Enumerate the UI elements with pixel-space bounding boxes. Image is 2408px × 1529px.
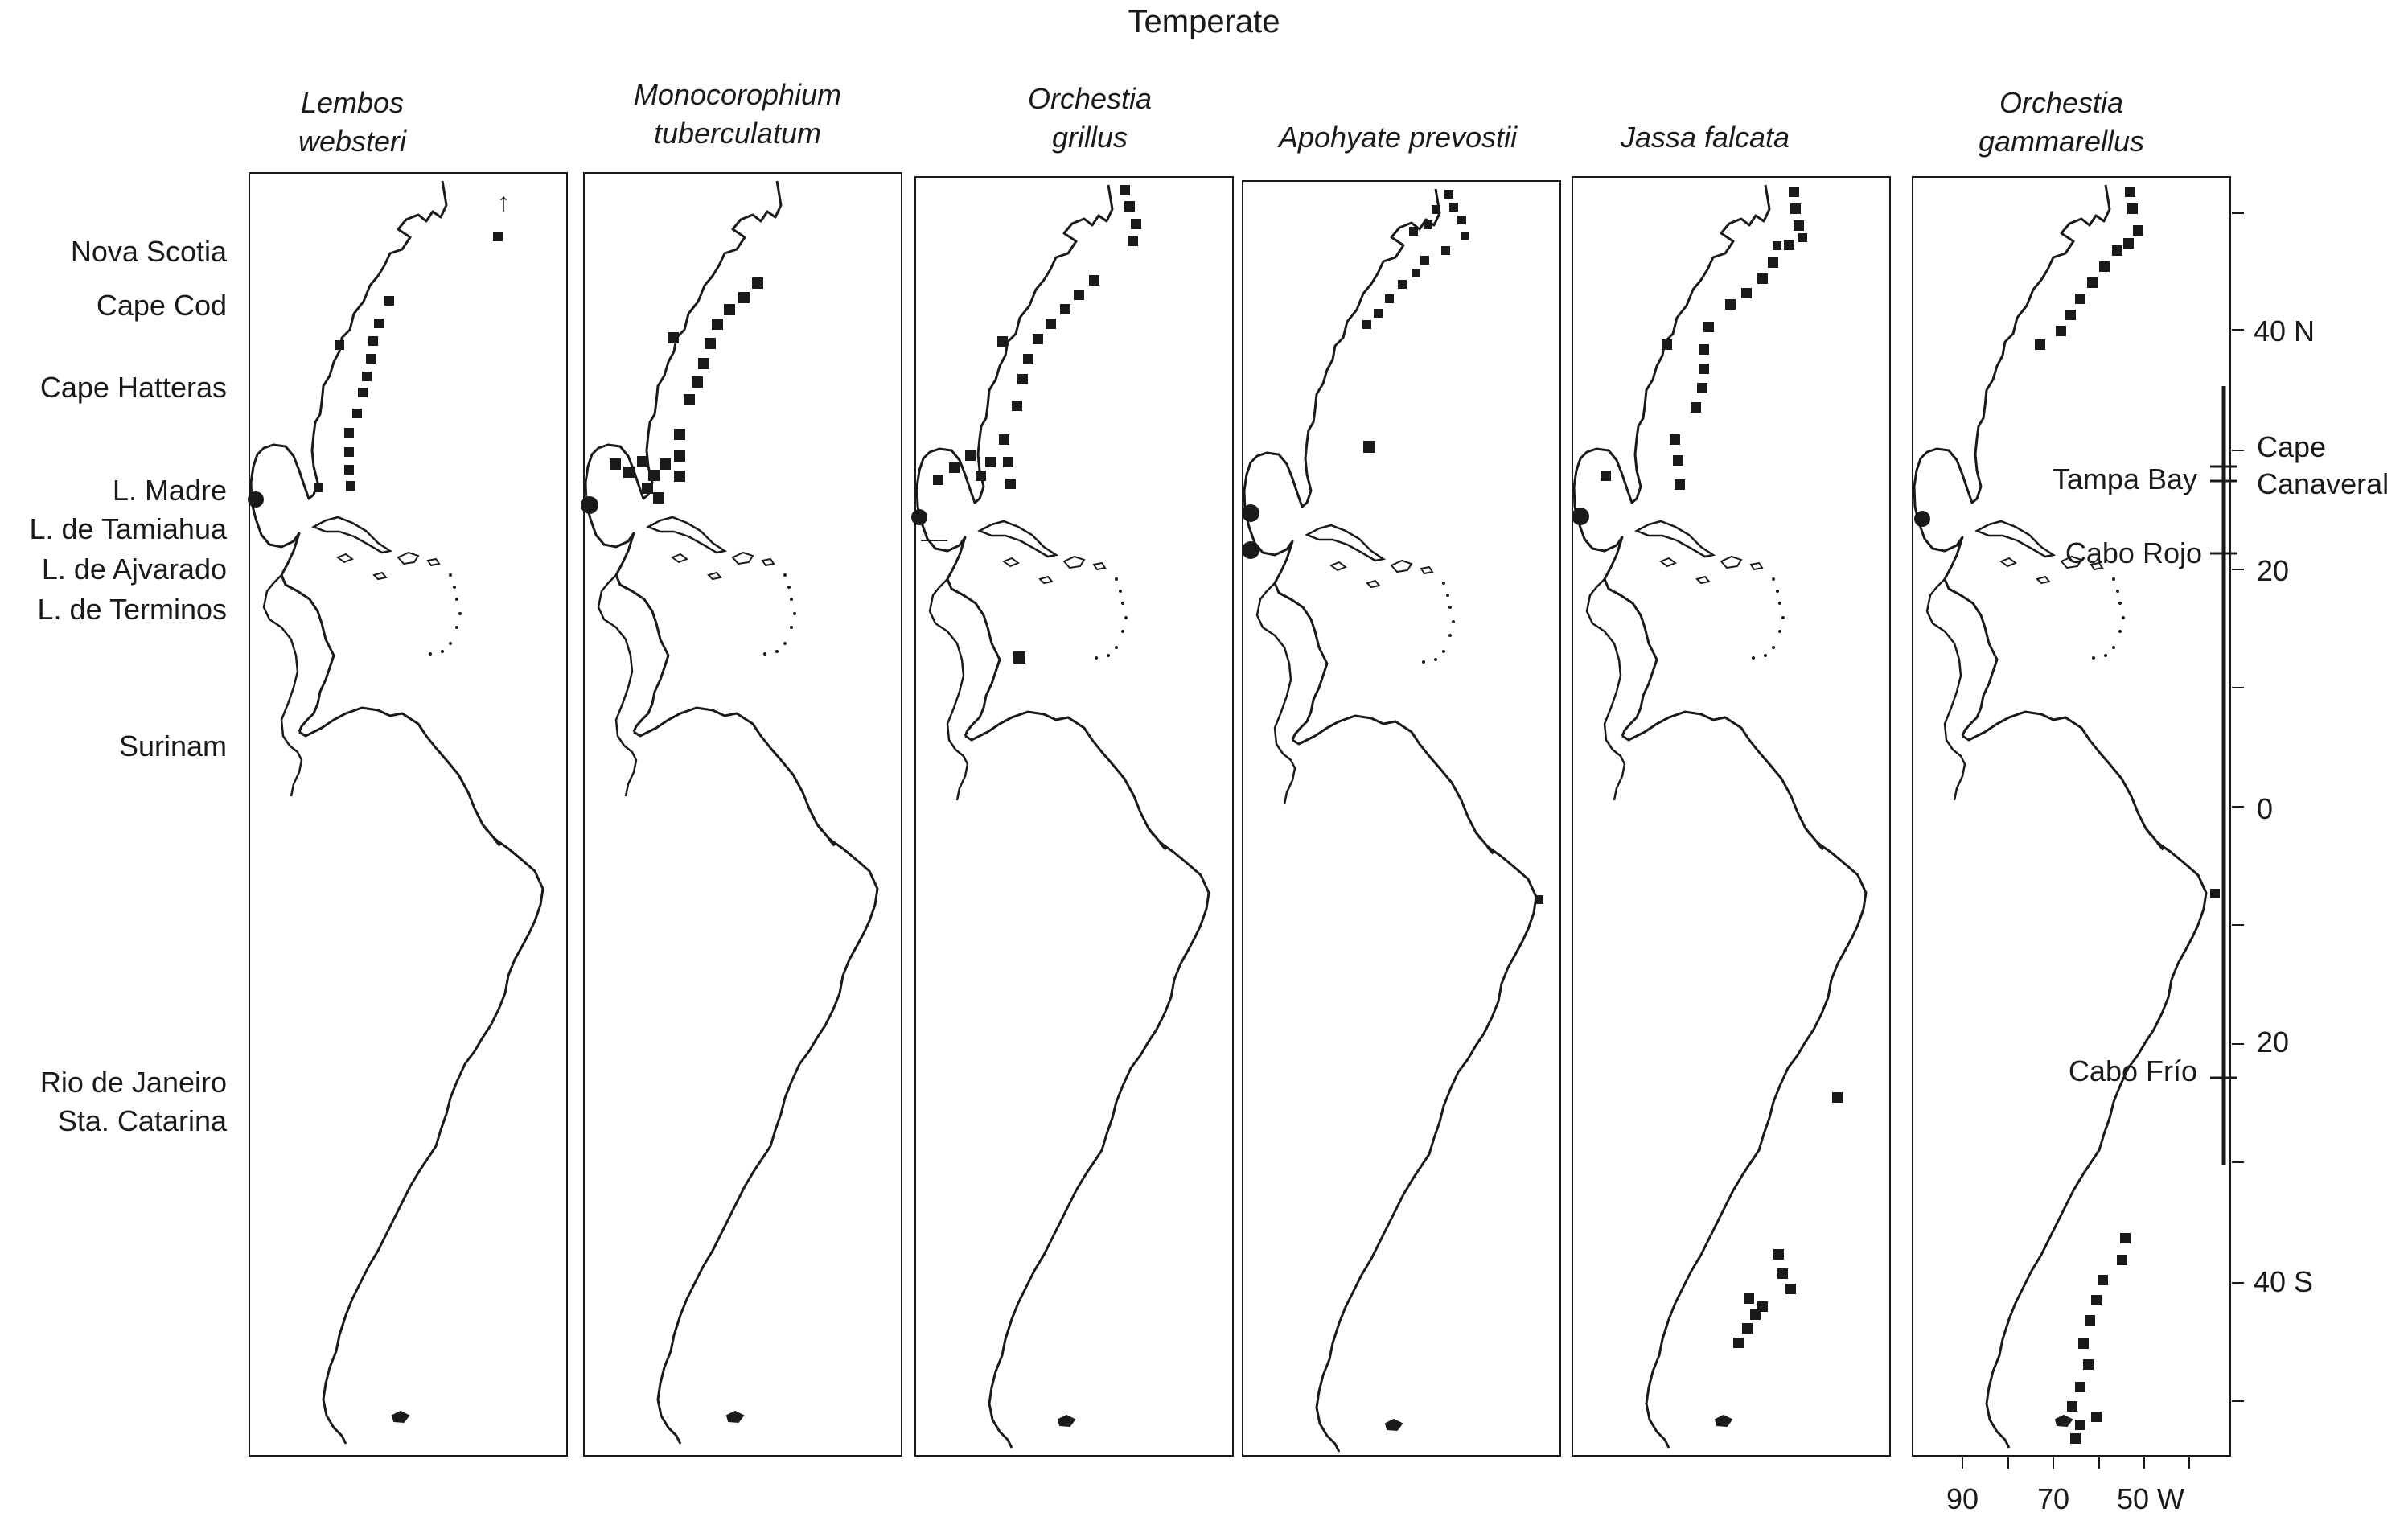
occurrence-markers bbox=[581, 277, 763, 514]
panel-jassa-falcata: Jassa falcata bbox=[1572, 121, 1891, 1457]
right-place-labels: Cape Canaveral Tampa Bay Cabo Rojo Cabo … bbox=[2053, 430, 2389, 1087]
label-nova-scotia: Nova Scotia bbox=[71, 235, 228, 268]
label-canaveral: Canaveral bbox=[2257, 467, 2389, 500]
lat-0: 0 bbox=[2257, 792, 2273, 825]
figure-title: Temperate bbox=[1128, 4, 1280, 39]
label-cape: Cape bbox=[2257, 430, 2326, 463]
panel-frame bbox=[914, 176, 1234, 1457]
label-cabo-frio: Cabo Frío bbox=[2069, 1054, 2197, 1087]
panel-title-line1: Monocorophium bbox=[634, 78, 841, 111]
occurrence-markers bbox=[1242, 190, 1543, 904]
lon-50w: 50 W bbox=[2117, 1482, 2184, 1515]
label-rio-de-janeiro: Rio de Janeiro bbox=[40, 1066, 227, 1099]
lon-70: 70 bbox=[2037, 1482, 2069, 1515]
panel-lembos-websteri: Lembos websteri ↑ bbox=[248, 86, 568, 1457]
panel-orchestia-gammarellus: Orchestia gammarellus bbox=[1912, 86, 2231, 1457]
label-tampa-bay: Tampa Bay bbox=[2053, 462, 2197, 495]
arrow-up-icon: ↑ bbox=[497, 187, 510, 216]
coastline-map bbox=[1243, 187, 1538, 1453]
coastline-map bbox=[584, 179, 879, 1445]
range-bar bbox=[2210, 386, 2237, 1165]
latitude-labels: 40 N 20 0 20 40 S bbox=[2254, 314, 2315, 1298]
coastline-map bbox=[249, 179, 544, 1445]
panel-title-line2: tuberculatum bbox=[654, 117, 821, 150]
label-sta-catarina: Sta. Catarina bbox=[58, 1104, 228, 1137]
label-cape-cod: Cape Cod bbox=[97, 289, 227, 322]
panel-title-line2: websteri bbox=[298, 125, 407, 158]
panel-title: Jassa falcata bbox=[1620, 121, 1790, 154]
panel-orchestia-grillus: Orchestia grillus bbox=[911, 82, 1234, 1457]
coastline-map bbox=[1913, 183, 2208, 1449]
lat-40s: 40 S bbox=[2254, 1265, 2313, 1298]
occurrence-markers bbox=[1572, 187, 1843, 1348]
lat-20s: 20 bbox=[2257, 1025, 2289, 1058]
occurrence-markers bbox=[248, 232, 503, 508]
label-l-de-terminos: L. de Terminos bbox=[38, 593, 227, 626]
panel-title: Apohyate prevostii bbox=[1277, 121, 1518, 154]
occurrence-markers bbox=[1914, 187, 2220, 1444]
coastline-map bbox=[915, 183, 1210, 1449]
occurrence-markers bbox=[911, 185, 1141, 664]
panel-monocorophium-tuberculatum: Monocorophium tuberculatum bbox=[581, 78, 902, 1457]
lat-40n: 40 N bbox=[2254, 314, 2315, 347]
panel-title-line1: Lembos bbox=[301, 86, 404, 119]
left-place-labels: Nova Scotia Cape Cod Cape Hatteras L. Ma… bbox=[29, 235, 227, 1137]
label-l-de-tamiahua: L. de Tamiahua bbox=[29, 512, 227, 545]
panel-frame bbox=[583, 172, 902, 1457]
lat-20n: 20 bbox=[2257, 554, 2289, 587]
coastline-map bbox=[1572, 183, 1868, 1449]
label-l-de-ajvarado: L. de Ajvarado bbox=[42, 553, 227, 586]
lon-90: 90 bbox=[1946, 1482, 1979, 1515]
panel-title-line1: Orchestia bbox=[1028, 82, 1152, 115]
panel-title-line2: grillus bbox=[1052, 121, 1128, 154]
label-l-madre: L. Madre bbox=[113, 474, 227, 507]
tick-marks bbox=[1962, 212, 2244, 1469]
panel-apohyate-prevostii: Apohyate prevostii bbox=[1242, 121, 1561, 1457]
panel-frame bbox=[249, 172, 568, 1457]
panel-frame bbox=[1572, 176, 1891, 1457]
panel-frame bbox=[1912, 176, 2231, 1457]
panel-title-line2: gammarellus bbox=[1979, 125, 2144, 158]
label-surinam: Surinam bbox=[119, 730, 227, 762]
label-cabo-rojo: Cabo Rojo bbox=[2065, 536, 2202, 569]
panel-title-line1: Orchestia bbox=[1999, 86, 2123, 119]
longitude-labels: 90 70 50 W bbox=[1946, 1482, 2184, 1515]
panel-frame bbox=[1242, 180, 1561, 1457]
label-cape-hatteras: Cape Hatteras bbox=[40, 371, 227, 404]
